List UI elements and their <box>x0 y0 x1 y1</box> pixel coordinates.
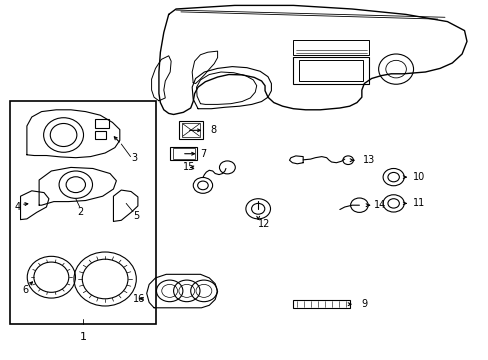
Text: 5: 5 <box>133 211 139 221</box>
Text: 15: 15 <box>183 162 195 172</box>
Bar <box>170 147 197 160</box>
Bar <box>293 40 368 55</box>
Text: 14: 14 <box>373 200 386 210</box>
Text: 11: 11 <box>412 198 425 208</box>
Bar <box>95 119 109 128</box>
Text: 7: 7 <box>200 149 206 159</box>
Text: 9: 9 <box>360 299 366 309</box>
Bar <box>172 148 194 159</box>
Bar <box>293 300 349 308</box>
Text: 3: 3 <box>131 153 137 163</box>
Text: 6: 6 <box>22 285 28 295</box>
Bar <box>182 123 200 137</box>
Bar <box>293 57 368 84</box>
Bar <box>10 101 156 324</box>
Text: 10: 10 <box>412 172 425 182</box>
Text: 1: 1 <box>80 332 86 342</box>
Text: 16: 16 <box>133 294 145 304</box>
Text: 8: 8 <box>210 125 216 135</box>
Bar <box>95 131 106 139</box>
Text: 2: 2 <box>78 207 83 217</box>
Bar <box>299 60 362 81</box>
Bar <box>179 121 203 139</box>
Text: 13: 13 <box>362 155 374 165</box>
Text: 12: 12 <box>258 219 270 229</box>
Text: 4: 4 <box>15 202 21 212</box>
